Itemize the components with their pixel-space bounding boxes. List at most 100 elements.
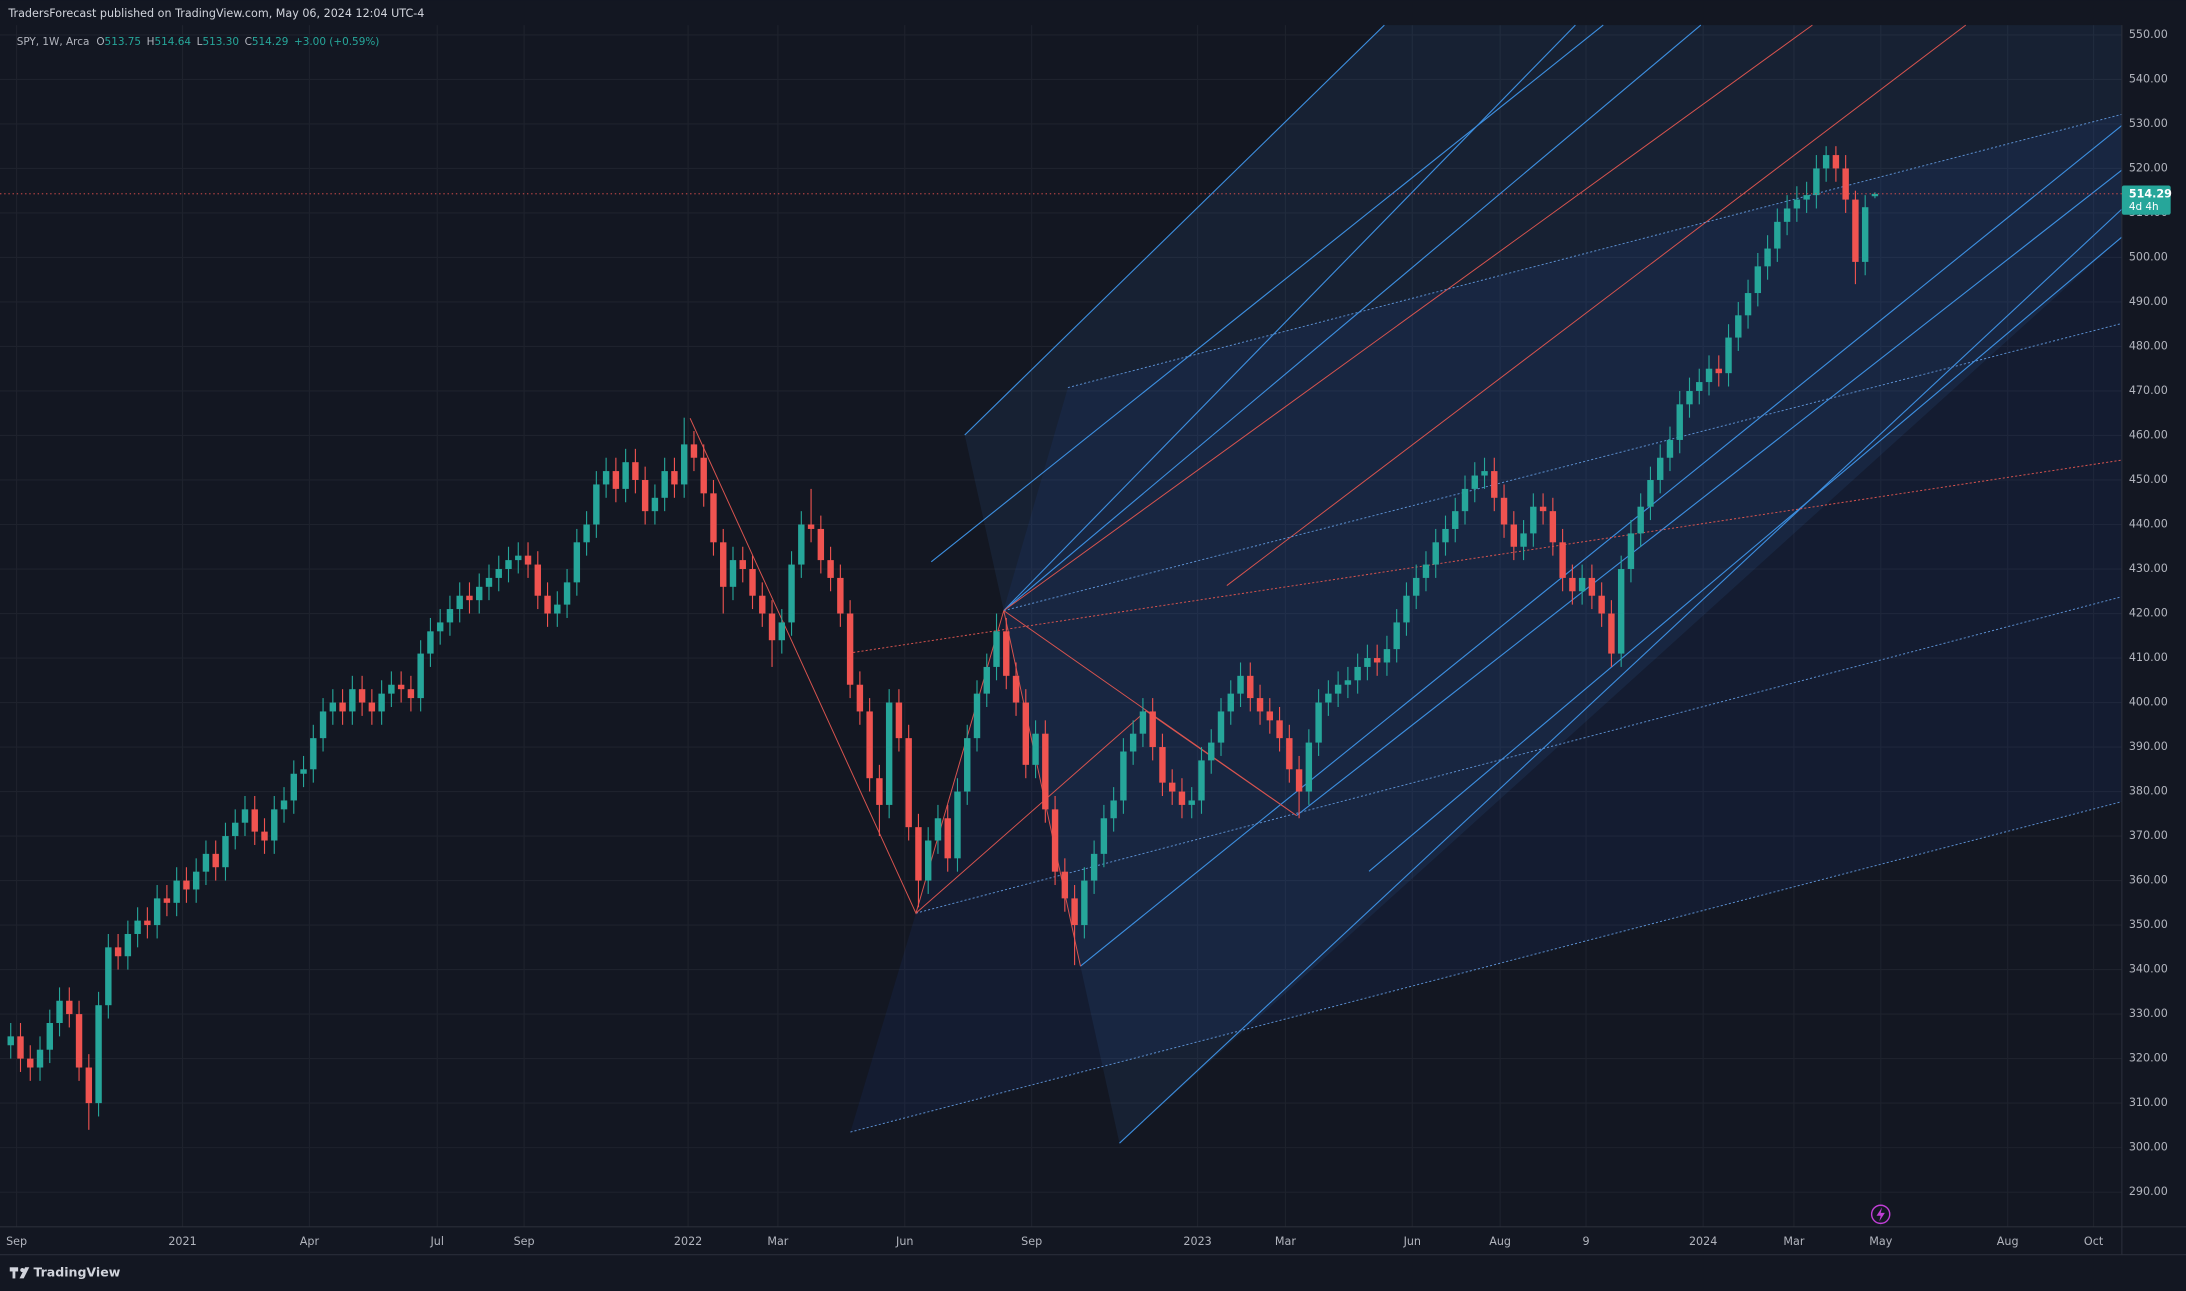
candle-body [1139, 711, 1147, 734]
candle-body [885, 702, 893, 805]
candle-body [759, 595, 766, 614]
y-tick-label: 500.00 [2129, 250, 2168, 263]
pitchfork-line [930, 24, 1604, 563]
candle-body [280, 800, 288, 810]
legend-change: +3.00 (+0.59%) [294, 36, 379, 48]
candle-body [1422, 564, 1430, 578]
candle-body [1461, 488, 1469, 512]
y-tick-label: 330.00 [2129, 1007, 2168, 1020]
candle-body [680, 444, 688, 485]
candle-body [954, 791, 961, 859]
candle-body [1813, 168, 1820, 196]
candle-body [1198, 760, 1205, 801]
y-tick-label: 460.00 [2129, 428, 2168, 441]
candle-body [1491, 471, 1498, 498]
legend-value: 513.30 [202, 36, 239, 48]
pitchfork-line [1003, 24, 1576, 612]
candle-body [105, 947, 112, 1006]
candle-body [1325, 693, 1332, 703]
candle-body [495, 569, 502, 578]
candle-body [261, 831, 268, 841]
candle-body [1774, 221, 1781, 249]
candle-body [66, 1000, 73, 1015]
candle-body [827, 560, 834, 578]
candle-body [1256, 698, 1264, 712]
legend-key: O [96, 36, 104, 48]
candle-body [1393, 622, 1400, 650]
candle-body [134, 920, 141, 934]
candle-body [1012, 675, 1020, 703]
candle-body [778, 622, 785, 641]
x-tick-label: Jun [1403, 1235, 1421, 1248]
x-tick-label: Sep [6, 1235, 27, 1248]
candle-body [173, 880, 180, 903]
pitchfork-line [1119, 208, 2123, 1144]
candle-body [1022, 702, 1030, 765]
candle-body [124, 933, 132, 957]
candle-body [651, 497, 659, 512]
candle-body [1588, 577, 1596, 596]
candle-body [1852, 199, 1859, 262]
candle-body [1686, 390, 1693, 405]
legend-key: C [245, 36, 252, 48]
last-price-label: 514.29 [2129, 188, 2172, 201]
channel-line [1003, 322, 2122, 612]
candle-body [1090, 853, 1098, 881]
y-tick-label: 380.00 [2129, 785, 2168, 798]
candle-body [1783, 208, 1791, 222]
candle-body [349, 689, 356, 712]
candle-body [1744, 293, 1752, 316]
candle-body [661, 471, 668, 498]
candles [7, 146, 1879, 1130]
candle-body [554, 604, 561, 614]
candle-body [1842, 168, 1849, 200]
candle-body [632, 462, 639, 480]
candle-body [768, 613, 776, 641]
candle-body [671, 471, 678, 485]
candle-body [1354, 666, 1361, 681]
candle-body [1432, 542, 1439, 565]
candle-body [241, 809, 249, 823]
candle-body [1247, 675, 1254, 699]
candle-body [319, 711, 327, 739]
candle-body [466, 595, 473, 601]
pitchfork-median [1003, 24, 1813, 612]
candle-body [1051, 809, 1059, 872]
y-tick-label: 290.00 [2129, 1185, 2168, 1198]
candle-body [515, 555, 522, 561]
candle-body [1315, 702, 1322, 743]
candle-body [1471, 475, 1478, 489]
candle-body [1217, 711, 1225, 743]
candle-body [915, 827, 922, 881]
candle-body [85, 1067, 93, 1104]
candle-body [944, 818, 951, 859]
candle-body [798, 524, 805, 565]
candle-body [1071, 898, 1078, 926]
x-tick-label: 2021 [168, 1235, 196, 1248]
candle-body [378, 693, 385, 712]
x-tick-label: Sep [1021, 1235, 1042, 1248]
x-tick-label: Jun [895, 1235, 913, 1248]
candle-body [183, 880, 190, 890]
y-tick-label: 480.00 [2129, 339, 2168, 352]
channel-line [915, 596, 2122, 914]
y-tick-label: 540.00 [2129, 72, 2168, 85]
x-tick-label: May [1869, 1235, 1892, 1248]
candle-body [1305, 742, 1313, 792]
candle-body [505, 560, 512, 570]
candle-body [1510, 524, 1518, 547]
y-tick-label: 470.00 [2129, 384, 2168, 397]
candle-body [729, 560, 737, 587]
candle-body [1237, 675, 1244, 694]
x-tick-label: Aug [1489, 1235, 1511, 1248]
x-tick-label: Apr [300, 1235, 320, 1248]
candle-body [749, 569, 756, 596]
x-tick-label: Mar [767, 1235, 788, 1248]
candle-body [1208, 742, 1215, 761]
y-tick-label: 300.00 [2129, 1141, 2168, 1154]
y-tick-label: 360.00 [2129, 874, 2168, 887]
candle-body [27, 1058, 34, 1068]
candle-body [837, 577, 844, 614]
candle-body [192, 871, 200, 890]
x-tick-label: Mar [1275, 1235, 1296, 1248]
